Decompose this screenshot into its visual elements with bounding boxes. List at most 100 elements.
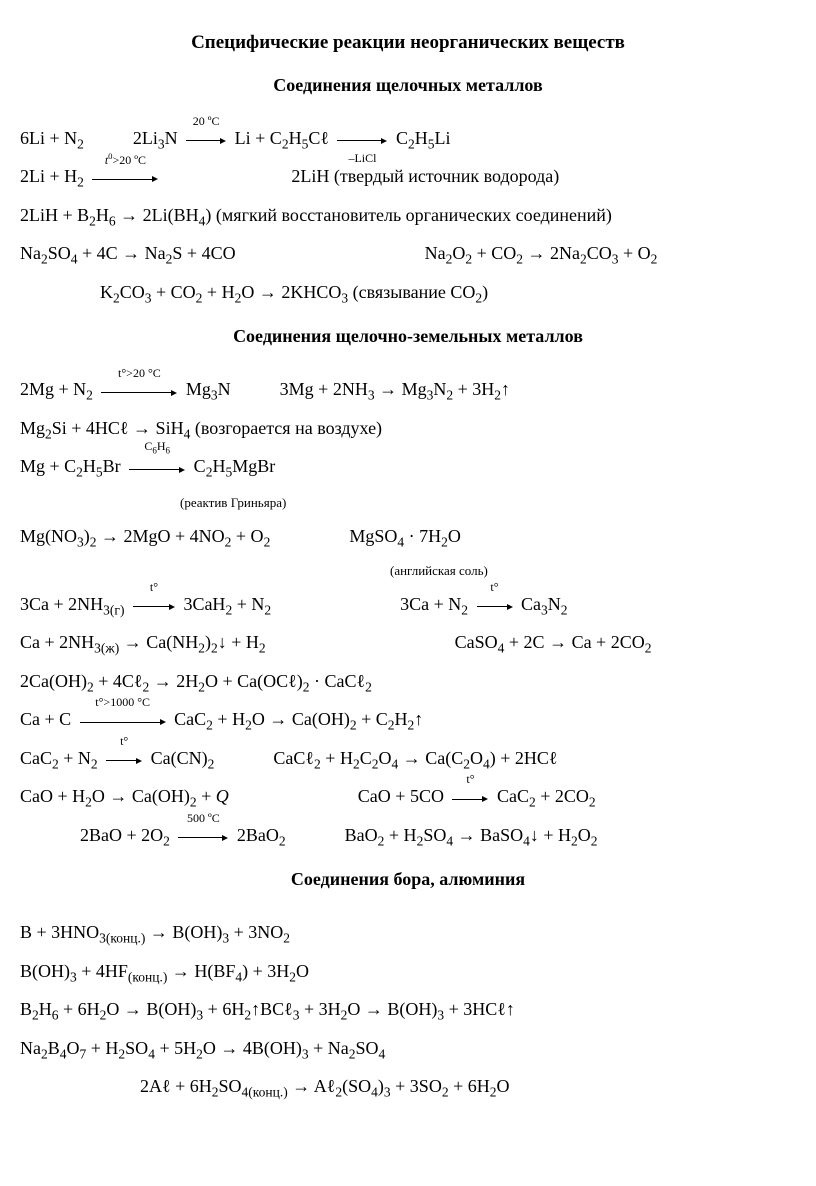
arrow-icon: t°>1000 °C xyxy=(80,708,166,733)
t: 3CaH xyxy=(183,594,225,614)
note-row: (реактив Гриньяра) xyxy=(180,489,796,514)
t: C xyxy=(396,128,408,148)
s: 3 xyxy=(541,602,548,617)
s: 3 xyxy=(302,1046,309,1061)
t: O → 2KHCO xyxy=(241,282,341,302)
s: 4 xyxy=(523,833,530,848)
t: B(OH) xyxy=(20,961,70,981)
t: 2Ca(OH) xyxy=(20,671,87,691)
t: Q xyxy=(216,786,229,806)
t: CaSO xyxy=(455,632,498,652)
eq-row: Ca + 2NH3(ж) → Ca(NH2)2↓ + H2 CaSO4 + 2C… xyxy=(20,630,796,658)
s: 2 xyxy=(314,756,321,771)
t: + xyxy=(197,786,216,806)
s: 2 xyxy=(41,1046,48,1061)
s: 4 xyxy=(71,252,78,267)
t: CO xyxy=(120,282,145,302)
eq-row: B + 3HNO3(конц.) → B(OH)3 + 3NO2 xyxy=(20,920,796,948)
t: + 4Cℓ xyxy=(94,671,143,691)
t: + 6H xyxy=(203,999,244,1019)
t: O → Ca(OH) xyxy=(252,709,350,729)
s: 4 xyxy=(379,1046,386,1061)
t: + 4HF xyxy=(77,961,128,981)
s: (конц.) xyxy=(128,969,167,984)
t: 2LiH + B xyxy=(20,205,89,225)
t: O + Ca(OCℓ) xyxy=(205,671,303,691)
t: 2Mg + N xyxy=(20,379,86,399)
t: O xyxy=(470,748,483,768)
s: 3 xyxy=(158,136,165,151)
t: (возгорается на воздухе) xyxy=(190,418,382,438)
arrow-cond: t°>20 °C xyxy=(101,367,177,379)
t: + H xyxy=(384,825,416,845)
t: H xyxy=(96,205,109,225)
s: 2 xyxy=(86,388,93,403)
main-title: Специфические реакции неорганических вещ… xyxy=(20,30,796,57)
eq-row: 2BaO + 2O2 500 ºC 2BaO2 BaO2 + H2SO4 → B… xyxy=(80,823,796,851)
s: 4 xyxy=(371,1085,378,1100)
t: · CaCℓ xyxy=(310,671,366,691)
s: 2 xyxy=(651,252,658,267)
s: 2 xyxy=(441,535,448,550)
t: + 3H xyxy=(299,999,340,1019)
t: CaC xyxy=(497,786,529,806)
t: Na xyxy=(20,243,41,263)
s: 2 xyxy=(89,213,96,228)
arrow-icon: –LiCl xyxy=(337,127,387,152)
s: 2 xyxy=(196,1046,203,1061)
s: 2 xyxy=(516,252,523,267)
t: ↑ xyxy=(414,709,423,729)
t: + 4C → Na xyxy=(78,243,166,263)
s: 3(г) xyxy=(103,602,124,617)
s: 3 xyxy=(211,388,218,403)
t: O xyxy=(496,1076,509,1096)
t: + 6H xyxy=(59,999,100,1019)
t: Ca(CN) xyxy=(151,748,208,768)
t: + N xyxy=(232,594,264,614)
t: MgBr xyxy=(232,456,275,476)
t: + 2CO xyxy=(536,786,589,806)
s: 2 xyxy=(113,290,120,305)
arrow-icon: t0>20 ºC xyxy=(92,166,158,191)
arrow-cond: t° xyxy=(106,735,142,747)
arrow-cond: –LiCl xyxy=(337,152,387,164)
s: 2 xyxy=(580,252,587,267)
s: 2 xyxy=(211,641,218,656)
t: H xyxy=(289,128,302,148)
s: 2 xyxy=(77,136,84,151)
t: + 3SO xyxy=(391,1076,442,1096)
arrow-cond: t° xyxy=(133,581,175,593)
s: 2 xyxy=(52,756,59,771)
s: 2 xyxy=(87,679,94,694)
t: → BaSO xyxy=(453,825,523,845)
t: + 3NO xyxy=(229,922,283,942)
t: + Na xyxy=(309,1038,349,1058)
t: 2Aℓ + 6H xyxy=(140,1076,212,1096)
t: ↑ xyxy=(501,379,510,399)
s: 3(конц.) xyxy=(99,931,145,946)
s: 2 xyxy=(279,833,286,848)
t: Li + C xyxy=(235,128,282,148)
arrow-icon: 20 ºC xyxy=(186,127,226,152)
t: ) (мягкий восстановитель органических со… xyxy=(205,205,612,225)
arrow-cond: t°>1000 °C xyxy=(80,696,166,708)
t: C xyxy=(360,748,372,768)
s: 2 xyxy=(463,756,470,771)
eq-row: B2H6 + 6H2O → B(OH)3 + 6H2↑BCℓ3 + 3H2O →… xyxy=(20,997,796,1025)
eq-row: 2Mg + N2 t°>20 °C Mg3N 3Mg + 2NH3 → Mg3N… xyxy=(20,377,796,405)
note-row: (английская соль) xyxy=(390,557,796,582)
t: S + 4CO xyxy=(172,243,235,263)
arrow-icon: 500 ºC xyxy=(178,824,228,849)
eq-row: B(OH)3 + 4HF(конц.) → H(BF4) + 3H2O xyxy=(20,959,796,987)
t: K xyxy=(100,282,113,302)
t: → Aℓ xyxy=(288,1076,336,1096)
t: O xyxy=(448,526,461,546)
arrow-icon: C6H6 xyxy=(129,456,185,481)
t: Ca + C xyxy=(20,709,71,729)
s: 2 xyxy=(645,641,652,656)
t: BaO xyxy=(345,825,378,845)
t: H xyxy=(212,456,225,476)
t: Mg xyxy=(20,418,45,438)
t: O xyxy=(296,961,309,981)
t: 3Ca + 2NH xyxy=(20,594,103,614)
